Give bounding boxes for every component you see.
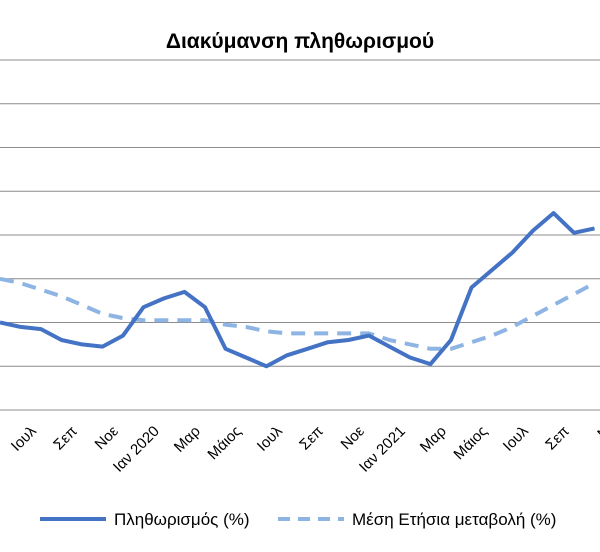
x-tick-label: Σεπ [50,423,81,454]
x-tick-label: Ιουλ [8,422,40,454]
legend-label-inflation: Πληθωρισμός (%) [114,510,250,529]
x-tick-label: Μάιος [450,423,490,463]
x-tick-label: Σεπ [542,423,573,454]
series-line-inflation [0,211,595,369]
series-line-average-change [0,276,596,351]
legend: Πληθωρισμός (%) Μέση Ετήσια μεταβολή (%) [40,510,556,529]
x-tick-label: Σεπ [296,423,327,454]
series-lines [0,211,596,369]
x-tick-label: Μαρ [171,423,204,456]
x-tick-label: Ιαν 2020 [110,423,163,476]
x-tick-label: Μάιος [204,423,244,463]
x-tick-label: Νοε [92,423,123,454]
x-tick-label: Ιαν 2021 [356,423,409,476]
legend-label-average-change: Μέση Ετήσια μεταβολή (%) [352,510,556,529]
gridlines [0,59,600,411]
x-tick-label: Νοε [338,423,369,454]
x-tick-label: Ν [594,423,600,443]
x-tick-label: Μαρ [417,423,450,456]
x-tick-label: Ιουλ [254,422,286,454]
chart-title: Διακύμανση πληθωρισμού [166,30,434,53]
x-tick-label: Ιουλ [500,422,532,454]
